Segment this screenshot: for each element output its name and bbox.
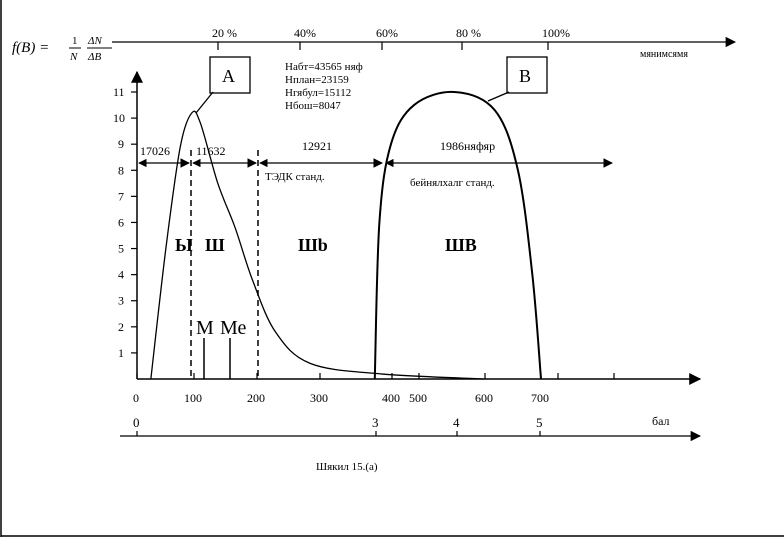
percent-axis-label: мянимсямя: [640, 49, 688, 60]
score-tick-label: 5: [536, 415, 543, 430]
segment-3-count: 12921: [302, 139, 332, 153]
density-formula: f(B) = 1 N ΔN ΔB: [12, 35, 112, 63]
callout-a-leader: [195, 91, 214, 114]
callout-a-box: [209, 56, 251, 94]
y-tick-label: 10: [113, 111, 125, 125]
percent-tick-label: 60%: [376, 26, 398, 40]
y-tick-label: 1: [118, 346, 124, 360]
score-axis-label: бал: [652, 414, 670, 428]
formula-num1: 1: [72, 35, 78, 47]
y-tick-label: 2: [118, 320, 124, 334]
callout-b-leader: [487, 91, 510, 102]
x-tick-label: 100: [184, 391, 202, 405]
curve-a: [150, 110, 484, 380]
y-tick-label: 3: [118, 294, 124, 308]
stat-vacant: Нбош=8047: [285, 100, 341, 112]
x-tick-label: 600: [475, 391, 493, 405]
y-tick-label: 8: [118, 163, 124, 177]
y-tick-label: 6: [118, 215, 124, 229]
y-tick-label: 11: [113, 85, 125, 99]
percent-tick-label: 100%: [542, 26, 570, 40]
formula-lhs: f(B) =: [12, 40, 49, 56]
y-tick-label: 7: [118, 189, 124, 203]
zone-label-4: ШВ: [445, 235, 477, 255]
zone-label-3: Шb: [298, 235, 328, 255]
score-axis-ticks: 0 3 4 5: [133, 415, 543, 436]
x-tick-label: 500: [409, 391, 427, 405]
formula-den2: ΔB: [87, 51, 101, 63]
intl-standard-label: бейнялхалг станд.: [410, 177, 495, 189]
formula-den1: N: [69, 51, 78, 63]
median-label: Ме: [220, 317, 247, 339]
zone-label-2: Ш: [205, 235, 225, 255]
score-tick-label: 3: [372, 415, 379, 430]
segment-2-count: 11632: [196, 144, 226, 158]
score-tick-label: 0: [133, 415, 140, 430]
x-tick-label: 700: [531, 391, 549, 405]
x-tick-label: 400: [382, 391, 400, 405]
mode-label: М: [196, 317, 214, 339]
stat-plan: Нплан=23159: [285, 74, 349, 86]
x-axis-ticks: 0 100 200 300 400 500 600 700: [133, 373, 615, 405]
stats-block: Набт=43565 няф Нплан=23159 Нгябул=15112 …: [285, 61, 363, 112]
score-tick-label: 4: [453, 415, 460, 430]
callout-a-label: A: [222, 66, 235, 86]
segment-4-count: 1986няфяр: [440, 139, 495, 153]
percent-tick-label: 40%: [294, 26, 316, 40]
formula-num2: ΔN: [87, 35, 102, 47]
percent-tick-label: 80 %: [456, 26, 481, 40]
stat-admitted: Нгябул=15112: [285, 87, 351, 99]
y-tick-label: 9: [118, 137, 124, 151]
callout-b-box: [506, 56, 548, 94]
y-tick-label: 4: [118, 268, 124, 282]
figure-caption: Шякил 15.(а): [316, 461, 378, 473]
segment-1-count: 17026: [140, 144, 170, 158]
x-tick-label: 200: [247, 391, 265, 405]
callout-b-label: B: [519, 66, 531, 86]
zone-label-1: Ы: [175, 235, 193, 255]
y-axis-ticks: 1 2 3 4 5 6 7 8 9 10 11: [113, 85, 137, 360]
tedk-standard-label: ТЭДК станд.: [265, 171, 325, 183]
x-tick-label: 300: [310, 391, 328, 405]
percent-tick-label: 20 %: [212, 26, 237, 40]
y-tick-label: 5: [118, 242, 124, 256]
x-tick-label: 0: [133, 391, 139, 405]
percent-axis-ticks: 20 % 40% 60% 80 % 100%: [212, 26, 570, 50]
stat-total: Набт=43565 няф: [285, 61, 363, 73]
curve-b: [373, 90, 542, 380]
